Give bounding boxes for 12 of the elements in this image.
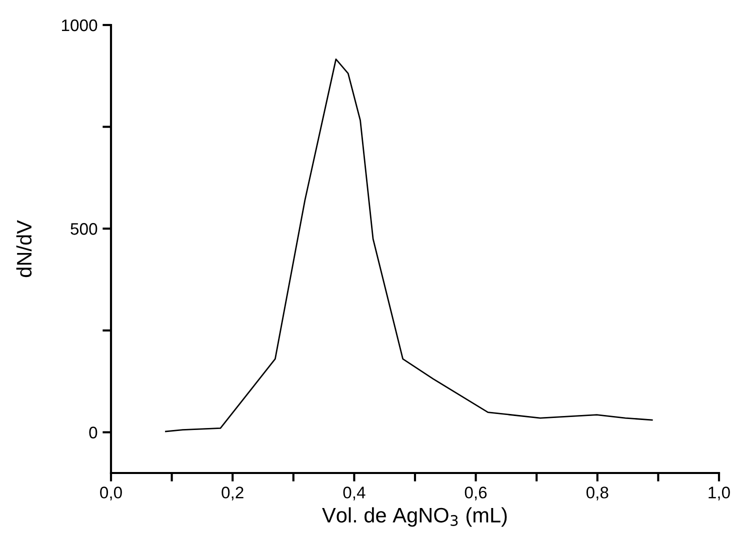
y-axis-title: dN/dV	[16, 220, 32, 278]
x-tick-label: 0,6	[464, 486, 487, 500]
x-tick-label: 1,0	[708, 486, 730, 500]
y-tick-label: 1000	[62, 19, 98, 32]
y-tick-label: 0	[89, 426, 98, 438]
x-tick-label: 0,2	[222, 486, 244, 500]
x-axis-title: Vol. de AgNO$_{3}$ (mL)	[322, 507, 507, 527]
x-tick-label: 0,8	[586, 486, 608, 500]
x-tick-label: 0,4	[343, 486, 366, 500]
x-tick-label: 0,0	[100, 486, 122, 500]
line-series	[165, 58, 653, 432]
y-tick-label: 500	[70, 223, 98, 235]
